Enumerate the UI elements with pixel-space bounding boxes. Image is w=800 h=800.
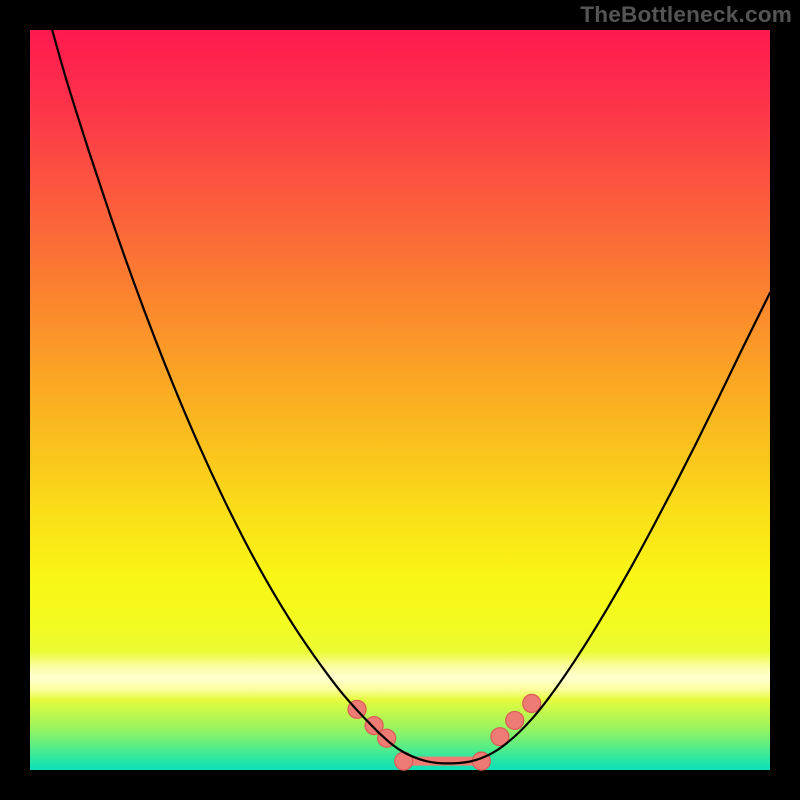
plot-background — [30, 30, 770, 770]
marker-dot — [523, 694, 541, 712]
chart-root: TheBottleneck.com — [0, 0, 800, 800]
marker-dot — [506, 711, 524, 729]
chart-svg — [0, 0, 800, 800]
watermark-text: TheBottleneck.com — [580, 2, 792, 28]
